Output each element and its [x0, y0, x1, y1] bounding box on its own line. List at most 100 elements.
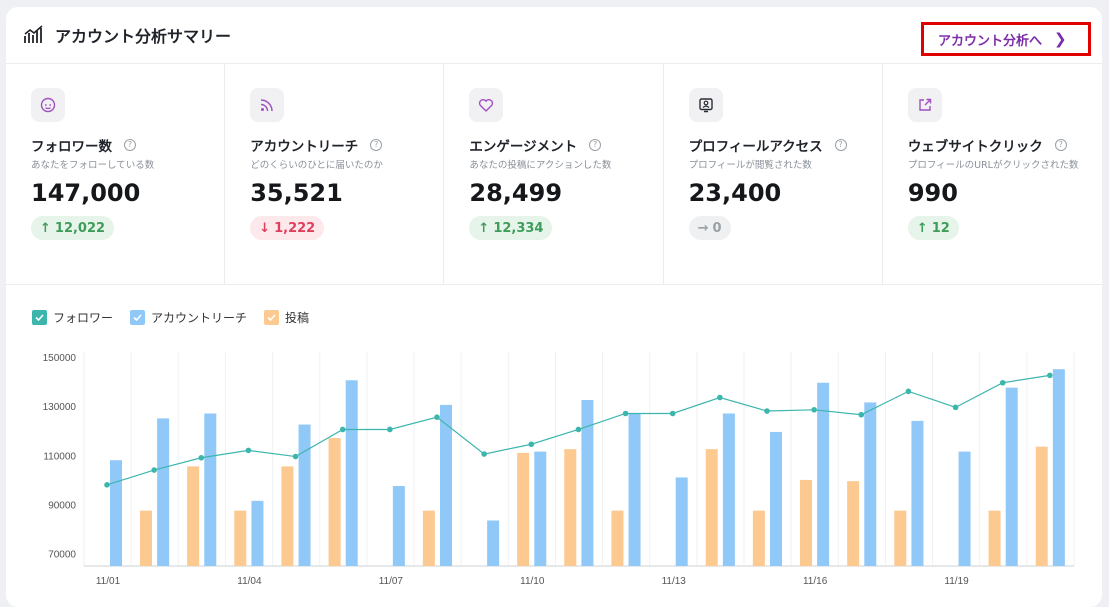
point-followers: [387, 426, 393, 433]
help-icon[interactable]: ?: [589, 139, 602, 151]
metric-label: ウェブサイトクリック?: [908, 135, 1067, 155]
bar-reach: [440, 404, 452, 566]
arrow-right-icon: →: [697, 220, 709, 236]
point-followers: [151, 467, 157, 473]
metric-delta-badge: ↑ 12,022: [31, 216, 115, 240]
help-icon[interactable]: ?: [834, 139, 847, 151]
card-header: アカウント分析サマリー アカウント分析へ ❯: [6, 7, 1102, 64]
metric-label: アカウントリーチ?: [250, 135, 383, 155]
bar-reach: [958, 451, 971, 566]
bar-posts: [752, 510, 765, 566]
analytics-chart-icon: [24, 25, 43, 43]
bar-reach: [817, 382, 830, 566]
bar-reach: [722, 413, 735, 566]
followers-reach-posts-chart: 70000 90000 110000 130000 150000 11/01 11/04 11…: [43, 352, 1075, 587]
bar-reach: [1005, 387, 1018, 566]
y-tick-label: 150000: [43, 353, 77, 364]
point-followers: [434, 414, 440, 420]
arrow-up-icon: ↑: [916, 220, 928, 236]
metric-label: プロフィールアクセス?: [689, 135, 847, 155]
help-icon[interactable]: ?: [1054, 139, 1067, 151]
bar-reach: [864, 402, 877, 566]
x-tick-label: 11/01: [96, 576, 121, 587]
legend-label: アカウントリーチ: [151, 311, 248, 325]
metric-label-text: プロフィールアクセス: [688, 139, 823, 155]
point-followers: [575, 426, 582, 433]
metric-website-clicks: ウェブサイトクリック? プロフィールのURLがクリックされた数 990 ↑ 12: [883, 64, 1102, 284]
legend-item-followers[interactable]: フォロワー: [32, 309, 113, 326]
checkbox-icon: [32, 310, 47, 325]
bar-reach: [628, 413, 641, 566]
metric-delta-badge: ↑ 12: [907, 216, 959, 240]
bar-posts: [705, 449, 718, 566]
y-tick-label: 70000: [48, 550, 76, 561]
bar-posts: [234, 510, 247, 566]
metric-delta-badge: ↑ 12,334: [469, 216, 553, 240]
point-followers: [952, 404, 959, 411]
point-followers: [198, 454, 205, 461]
bar-reach: [157, 418, 170, 566]
metric-value: 990: [907, 179, 958, 207]
point-followers: [292, 453, 299, 460]
metric-label: エンゲージメント?: [469, 135, 602, 155]
metric-description: プロフィールが閲覧された数: [688, 160, 812, 171]
arrow-up-icon: ↑: [40, 220, 51, 236]
metric-delta-badge: → 0: [688, 216, 731, 240]
external-link-icon: [907, 88, 942, 122]
bar-reach: [581, 399, 594, 566]
legend-label: 投稿: [285, 311, 310, 325]
metric-followers: フォロワー数? あなたをフォローしている数 147,000 ↑ 12,022: [6, 64, 226, 284]
account-summary-card: アカウント分析サマリー アカウント分析へ ❯ フォロワー数? あなたをフォローし…: [6, 7, 1102, 607]
metric-delta: 12: [931, 220, 950, 236]
bar-posts: [894, 510, 907, 566]
profile-icon: [688, 88, 723, 122]
bar-posts: [988, 510, 1001, 566]
bar-reach: [911, 420, 924, 566]
metric-delta: 12,022: [54, 220, 106, 236]
rss-icon: [250, 88, 285, 122]
checkbox-icon: [264, 310, 280, 325]
point-followers: [622, 410, 629, 417]
metric-description: あなたの投稿にアクションした数: [469, 160, 612, 171]
bar-posts: [847, 481, 860, 566]
help-icon[interactable]: ?: [124, 139, 136, 151]
bar-reach: [675, 477, 688, 566]
metric-delta: 1,222: [274, 220, 316, 236]
y-tick-label: 90000: [48, 501, 76, 512]
x-tick-label: 11/07: [379, 576, 404, 587]
legend-item-posts[interactable]: 投稿: [264, 309, 309, 326]
metric-label: フォロワー数?: [31, 135, 136, 155]
bar-reach: [534, 451, 547, 566]
x-tick-label: 11/13: [662, 576, 687, 587]
x-tick-label: 11/10: [520, 576, 545, 587]
help-icon[interactable]: ?: [370, 139, 383, 151]
y-tick-label: 130000: [43, 402, 77, 413]
arrow-down-icon: ↓: [259, 220, 271, 236]
metric-value: 147,000: [31, 179, 141, 207]
legend-item-reach[interactable]: アカウントリーチ: [130, 309, 247, 326]
bar-posts: [422, 510, 435, 566]
checkbox-icon: [130, 310, 146, 325]
bar-reach: [392, 486, 405, 566]
heart-icon: [469, 88, 504, 122]
account-analysis-link[interactable]: アカウント分析へ ❯: [921, 22, 1091, 56]
metric-value: 35,521: [250, 179, 343, 207]
bar-reach: [298, 424, 311, 566]
metric-delta: 0: [712, 220, 722, 236]
bar-posts: [328, 438, 341, 566]
y-tick-label: 110000: [43, 451, 76, 462]
point-followers: [905, 388, 912, 395]
metric-label-text: ウェブサイトクリック: [907, 139, 1043, 155]
x-tick-label: 11/16: [803, 576, 828, 587]
account-analysis-link-label: アカウント分析へ: [938, 33, 1043, 49]
metric-reach: アカウントリーチ? どのくらいのひとに届いたのか 35,521 ↓ 1,222: [225, 64, 445, 284]
bar-reach: [251, 500, 264, 566]
bar-reach: [487, 520, 500, 566]
x-tick-label: 11/04: [237, 576, 262, 587]
metric-description: どのくらいのひとに届いたのか: [250, 160, 383, 171]
metric-description: あなたをフォローしている数: [31, 160, 155, 171]
bar-posts: [1035, 446, 1048, 566]
bar-reach: [1052, 369, 1065, 566]
point-followers: [764, 408, 770, 414]
face-icon: [31, 88, 65, 122]
